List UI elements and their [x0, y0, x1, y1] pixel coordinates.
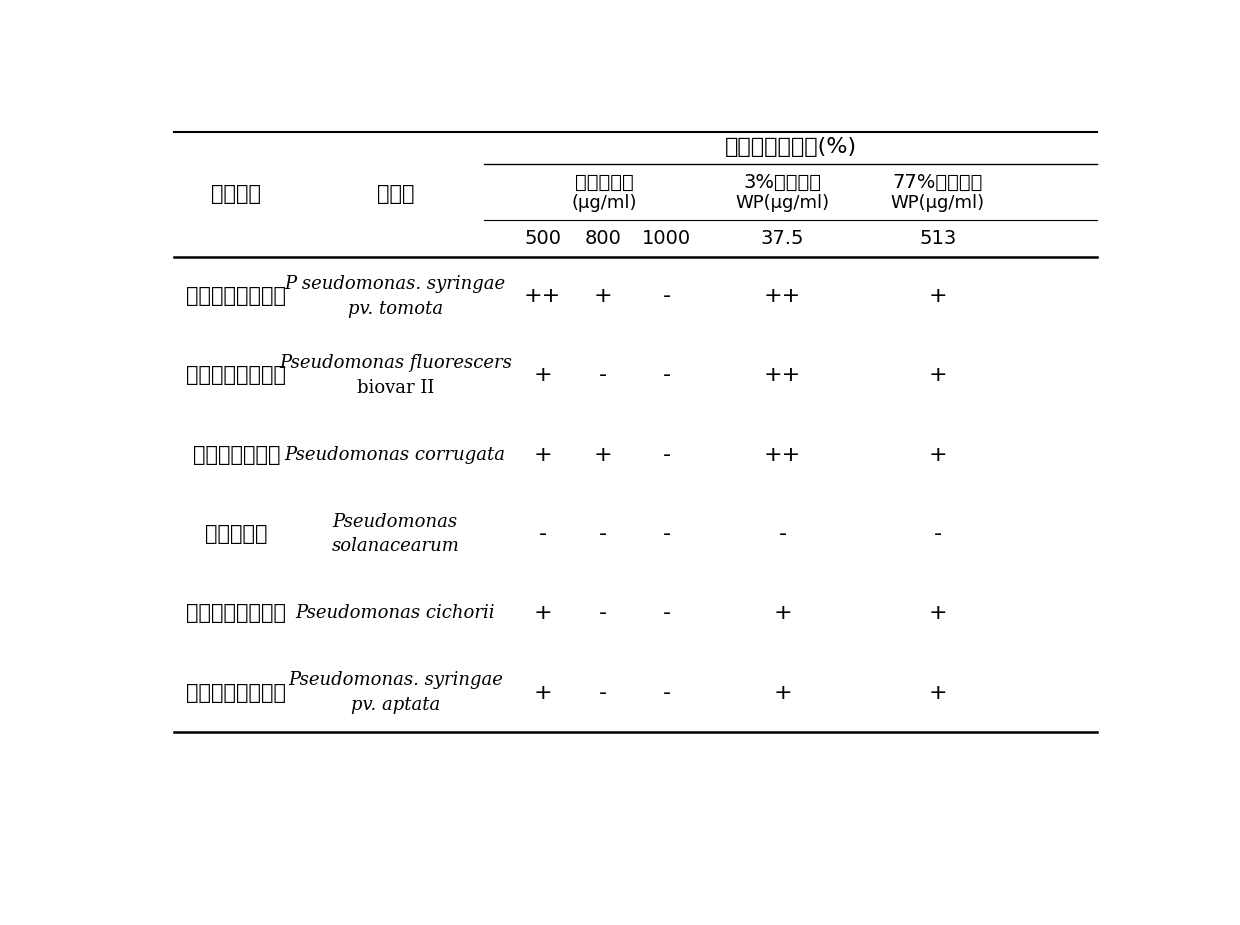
- Text: -: -: [538, 524, 547, 544]
- Text: P seudomonas. syringae: P seudomonas. syringae: [285, 275, 506, 293]
- Text: 77%氢氧化铜: 77%氢氧化铜: [893, 173, 983, 192]
- Text: Pseudomonas corrugata: Pseudomonas corrugata: [285, 446, 506, 463]
- Text: ++: ++: [764, 286, 801, 306]
- Text: +: +: [929, 683, 947, 703]
- Text: 513: 513: [919, 228, 956, 248]
- Text: Pseudomonas. syringae: Pseudomonas. syringae: [288, 672, 502, 689]
- Text: 1000: 1000: [642, 228, 691, 248]
- Text: 溴硝醇浓度: 溴硝醇浓度: [575, 173, 634, 192]
- Text: Pseudomonas fluorescers: Pseudomonas fluorescers: [279, 354, 512, 372]
- Text: pv. tomota: pv. tomota: [347, 300, 443, 317]
- Text: 辣椒细菌性叶斑病: 辣椒细菌性叶斑病: [186, 683, 286, 703]
- Text: ++: ++: [764, 445, 801, 464]
- Text: 病害名称: 病害名称: [211, 184, 262, 204]
- Text: +: +: [774, 603, 792, 623]
- Text: -: -: [662, 365, 671, 386]
- Text: ++: ++: [764, 365, 801, 386]
- Text: +: +: [533, 683, 552, 703]
- Text: 37.5: 37.5: [761, 228, 805, 248]
- Text: 番茄髓部坏死病: 番茄髓部坏死病: [192, 445, 280, 464]
- Text: pv. aptata: pv. aptata: [351, 696, 440, 714]
- Text: -: -: [662, 445, 671, 464]
- Text: -: -: [662, 524, 671, 544]
- Text: +: +: [929, 445, 947, 464]
- Text: -: -: [599, 603, 608, 623]
- Text: +: +: [774, 683, 792, 703]
- Text: +: +: [533, 445, 552, 464]
- Text: solanacearum: solanacearum: [331, 537, 459, 555]
- Text: +: +: [594, 286, 613, 306]
- Text: 茄子青枯病: 茄子青枯病: [205, 524, 268, 544]
- Text: 500: 500: [525, 228, 560, 248]
- Text: +: +: [594, 445, 613, 464]
- Text: 800: 800: [584, 228, 621, 248]
- Text: 病原菌抑制效果(%): 病原菌抑制效果(%): [724, 137, 857, 157]
- Text: -: -: [779, 524, 787, 544]
- Text: 3%中生菌素: 3%中生菌素: [744, 173, 822, 192]
- Text: +: +: [929, 286, 947, 306]
- Text: WP(μg/ml): WP(μg/ml): [890, 193, 985, 212]
- Text: -: -: [599, 524, 608, 544]
- Text: biovar II: biovar II: [357, 379, 434, 397]
- Text: 茄子细菌性褐斑病: 茄子细菌性褐斑病: [186, 603, 286, 623]
- Text: +: +: [533, 365, 552, 386]
- Text: (μg/ml): (μg/ml): [572, 193, 637, 212]
- Text: -: -: [599, 683, 608, 703]
- Text: ++: ++: [523, 286, 562, 306]
- Text: Pseudomonas: Pseudomonas: [332, 512, 458, 531]
- Text: 番茄细菌性斑点病: 番茄细菌性斑点病: [186, 286, 286, 306]
- Text: WP(μg/ml): WP(μg/ml): [735, 193, 830, 212]
- Text: +: +: [929, 365, 947, 386]
- Text: +: +: [533, 603, 552, 623]
- Text: +: +: [929, 603, 947, 623]
- Text: -: -: [934, 524, 942, 544]
- Text: -: -: [599, 365, 608, 386]
- Text: -: -: [662, 683, 671, 703]
- Text: 番茄假单胞果腐病: 番茄假单胞果腐病: [186, 365, 286, 386]
- Text: -: -: [662, 286, 671, 306]
- Text: Pseudomonas cichorii: Pseudomonas cichorii: [295, 604, 495, 623]
- Text: -: -: [662, 603, 671, 623]
- Text: 拉丁名: 拉丁名: [377, 184, 414, 204]
